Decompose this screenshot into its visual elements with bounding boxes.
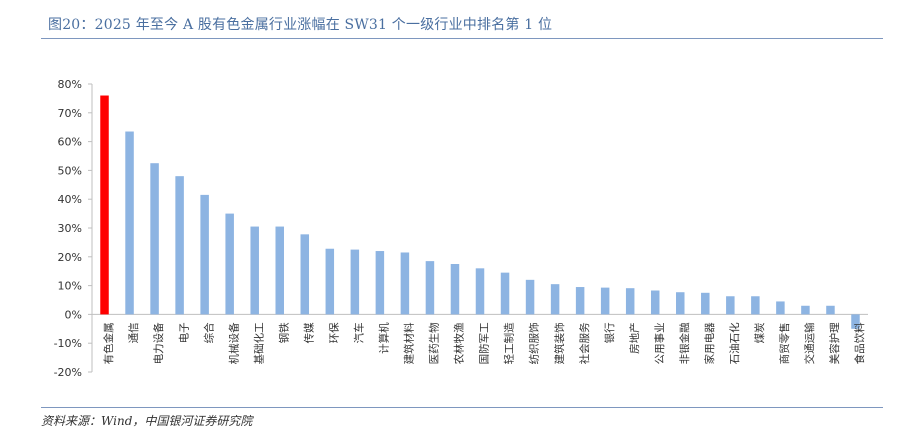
x-tick-label: 通信 [128,322,140,343]
x-tick-label: 家用电器 [703,322,716,364]
bar [600,287,610,315]
x-tick-label: 传媒 [302,322,315,343]
x-tick-label: 电力设备 [152,322,165,364]
x-tick-label: 综合 [202,322,215,343]
y-tick-label: 20% [58,251,82,264]
source-divider [41,407,883,408]
bar [525,279,535,315]
x-tick-label: 有色金属 [102,322,115,364]
bar [475,268,485,315]
bar [701,292,710,315]
bar [826,305,835,315]
x-tick-label: 美容护理 [828,322,841,364]
bar-series [100,95,860,329]
x-tick-label: 医药生物 [428,322,441,364]
figure-title: 图20：2025 年至今 A 股有色金属行业涨幅在 SW31 个一级行业中排名第… [48,17,553,33]
bar [150,163,159,315]
bar [676,292,685,315]
y-tick-label: 10% [58,280,82,293]
bar [200,194,209,315]
y-tick-label: 0% [65,308,82,321]
x-tick-label: 非银金融 [678,322,691,364]
bar [375,251,385,315]
bar [801,305,810,315]
x-tick-label: 汽车 [353,322,366,343]
bar-chart: -20% -10% 0% 10% 20% 30% 40% 50% 60% 70% 80% 有色金属通… [54,78,868,379]
bar [726,296,735,315]
bar [776,301,785,315]
title-divider [41,38,883,39]
bar [575,287,585,315]
x-tick-label: 建筑材料 [403,322,416,364]
y-axis: -20% -10% 0% 10% 20% 30% 40% 50% 60% 70% 80% [54,78,868,379]
x-tick-label: 商贸零售 [778,322,791,364]
x-tick-label: 交通运输 [803,322,816,364]
x-tick-label: 环保 [327,322,340,343]
x-tick-label: 房地产 [628,322,641,354]
bar [425,261,435,315]
x-tick-label: 纺织服饰 [528,322,541,364]
y-tick-label: -20% [54,366,82,379]
x-tick-label: 银行 [603,322,616,343]
bar [550,284,560,315]
x-axis-labels: 有色金属 通信 电力设备 电子 综合 机械设备 基础化工 钢铁 传媒 环保 汽车 计算机 建筑材料 医药生… [102,322,866,365]
bar [225,213,234,315]
x-tick-label: 建筑装饰 [553,322,566,364]
x-tick-label: 计算机 [378,322,391,354]
y-tick-label: 40% [58,193,82,206]
bar [500,272,510,315]
y-tick-label: 70% [58,107,82,120]
x-tick-label: 农林牧渔 [453,322,466,364]
x-tick-label: 石油石化 [728,322,741,364]
y-tick-label: 60% [58,136,82,149]
bar [400,252,410,315]
bar [650,290,660,315]
bar [275,226,284,315]
x-tick-label: 轻工制造 [503,322,516,364]
y-tick-label: 30% [58,222,82,235]
x-tick-label: 基础化工 [252,322,265,364]
bar [125,131,134,315]
x-tick-label: 食品饮料 [853,322,866,364]
bar [100,95,109,315]
bar [250,226,259,315]
x-tick-label: 电子 [177,322,190,343]
bar [175,176,184,315]
bar [751,296,760,315]
bar [300,234,310,315]
x-tick-label: 社会服务 [578,322,591,364]
bar [450,264,460,315]
source-note: 资料来源：Wind，中国银河证券研究院 [41,414,253,428]
bar [325,248,335,315]
y-tick-label: 50% [58,164,82,177]
y-tick-label: -10% [54,337,82,350]
bar [350,249,360,315]
x-tick-label: 机械设备 [227,322,240,364]
x-tick-label: 公用事业 [653,322,666,364]
bar [851,314,860,329]
y-tick-label: 80% [58,78,82,91]
x-tick-label: 钢铁 [277,322,290,343]
x-tick-label: 国防军工 [478,322,491,364]
x-tick-label: 煤炭 [753,322,766,343]
bar [625,288,635,315]
